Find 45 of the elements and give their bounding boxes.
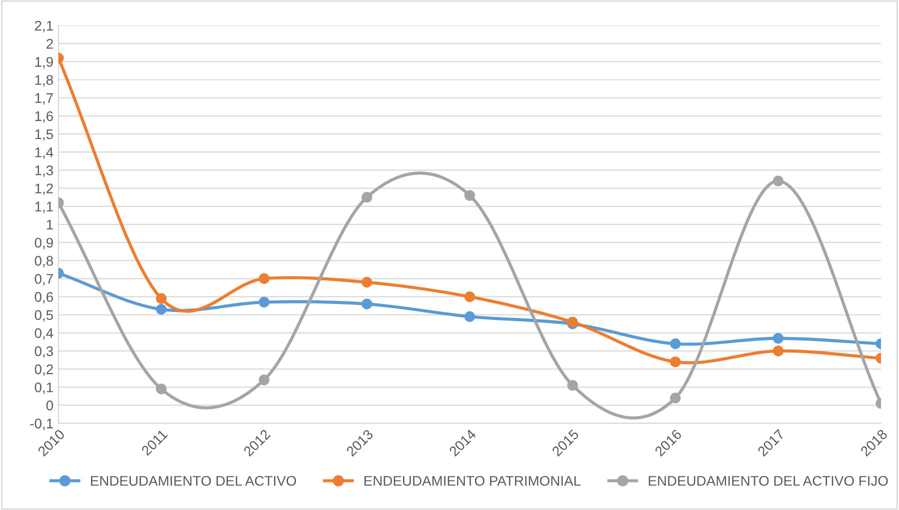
y-tick-label: 1	[46, 220, 53, 230]
y-tick-label: 1,8	[35, 75, 53, 87]
point	[362, 276, 372, 288]
y-tick-label: 1,3	[35, 165, 53, 177]
y-tick-label: 0,6	[34, 292, 53, 304]
legend-label: ENDEUDAMIENTO DEL ACTIVO FIJO	[648, 476, 888, 486]
point	[258, 296, 270, 308]
point	[156, 293, 167, 304]
point	[362, 298, 372, 310]
point	[464, 311, 476, 322]
y-tick-label: -0,1	[30, 418, 53, 430]
point	[362, 192, 372, 203]
point	[464, 291, 476, 302]
y-tick-label: 0,4	[34, 328, 54, 340]
y-tick-label: 1,7	[35, 93, 53, 105]
y-tick-label: 2,1	[34, 20, 53, 32]
y-tick-label: 0,9	[34, 238, 53, 250]
legend-label: ENDEUDAMIENTO DEL ACTIVO	[91, 476, 296, 486]
point	[772, 332, 784, 344]
y-tick-label: 1,5	[35, 129, 53, 141]
point	[156, 384, 167, 394]
y-tick-label: 0,2	[34, 364, 53, 376]
y-tick-label: 1,9	[35, 57, 53, 68]
point	[670, 338, 681, 350]
legend-label: ENDEUDAMIENTO PATRIMONIAL	[364, 476, 581, 486]
y-tick-label: 0,5	[34, 310, 53, 322]
y-tick-label: 1,1	[35, 202, 53, 214]
y-tick-label: 1,4	[35, 148, 54, 159]
point	[258, 273, 270, 284]
point	[567, 380, 578, 391]
y-tick-label: 0,3	[34, 346, 53, 358]
point	[670, 356, 681, 368]
y-tick-label: 0,7	[34, 274, 53, 286]
y-tick-label: 1,2	[35, 184, 53, 196]
y-tick-label: 1,6	[35, 111, 53, 123]
point	[772, 346, 784, 356]
point	[670, 392, 681, 404]
y-tick-label: 0,8	[34, 256, 53, 268]
point	[772, 176, 784, 186]
y-tick-label: 0,1	[34, 382, 53, 394]
y-tick-label: 2	[46, 38, 53, 49]
point	[156, 304, 167, 315]
y-tick-label: 0	[46, 400, 54, 410]
point	[258, 374, 270, 386]
point	[464, 190, 476, 201]
